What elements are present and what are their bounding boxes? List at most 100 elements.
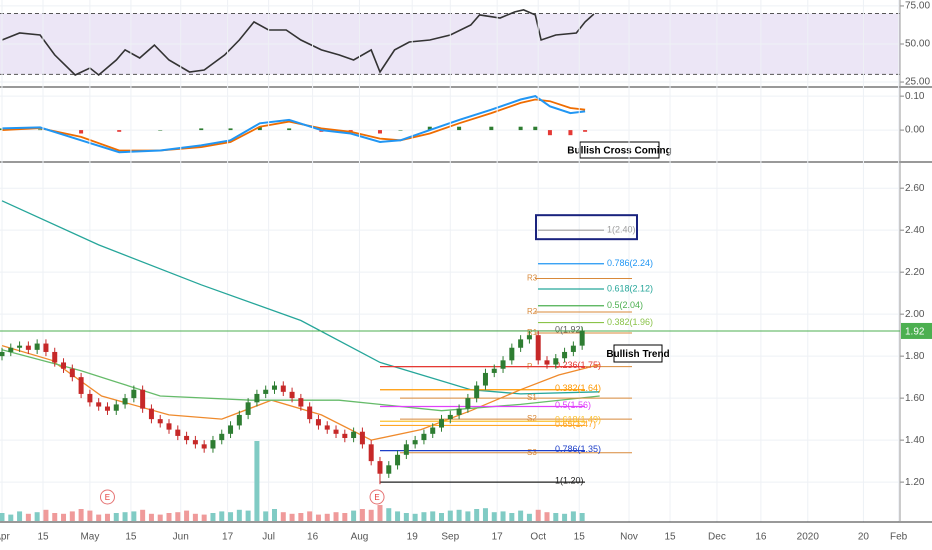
volume-bar [430,511,436,521]
pivot-label: S1 [527,393,537,402]
macd-histogram-bar [158,130,163,131]
volume-bar [359,509,365,521]
macd-histogram-bar [199,128,204,131]
candle-body [395,454,401,466]
candle-body [263,389,269,394]
y-tick-label: 1.80 [905,351,925,362]
candle-body [289,391,295,399]
candle-body [359,431,365,445]
volume-bar [236,509,242,521]
volume-bar [148,513,154,521]
volume-bar [166,513,172,521]
fib-label: 1(2.40) [607,225,636,235]
fib-label: 0.618(1.49) [555,415,601,425]
pivot-label: R2 [527,307,538,316]
x-tick-label: Apr [0,532,10,543]
volume-bar [509,513,515,521]
x-tick-label: Feb [890,532,908,543]
volume-bar [333,512,339,521]
candle-body [113,404,119,411]
x-tick-label: 17 [222,532,234,543]
candle-body [192,440,198,445]
candle-body [96,402,102,407]
candle-body [78,377,84,394]
volume-bar [52,513,58,521]
candle-body [456,408,462,415]
volume-bar [403,513,409,521]
pivot-label: S3 [527,448,537,457]
volume-bar [43,509,49,521]
candle-body [166,423,172,430]
volume-bar [579,513,585,521]
candle-body [368,444,374,462]
candle-body [298,398,304,407]
candle-body [43,343,49,352]
volume-bar [184,510,190,521]
annotation-box [579,141,660,159]
macd-histogram-bar [38,129,43,131]
macd-histogram-bar [427,126,432,131]
candle-body [307,406,313,420]
volume-bar [131,511,137,521]
candle-body [439,419,445,428]
signal-line [1,98,586,152]
candle-body [544,360,550,365]
macd-histogram-bar [457,126,462,131]
x-tick-label: Dec [708,532,726,543]
volume-bar [474,509,480,521]
candle-body [61,362,67,369]
x-tick-label: 20 [858,532,870,543]
fib-label: 0.236(1.75) [555,360,601,370]
volume-bar [78,509,84,521]
fib-label: 1(1.20) [555,475,584,485]
volume-bar [456,509,462,521]
candle-body [175,429,181,436]
volume-bar [315,514,321,521]
candle-body [377,461,383,474]
x-tick-label: Sep [441,532,459,543]
candle-body [535,335,541,361]
volume-bar [254,441,260,521]
volume-bar [228,512,234,521]
fib-label: 0.618(2.12) [607,283,653,293]
y-tick-label: 25.00 [905,77,930,88]
candle-body [17,345,23,348]
volume-bar [553,513,559,521]
x-tick-label: 2020 [797,532,820,543]
candle-body [447,414,453,420]
volume-bar [447,510,453,521]
fib-label: 0.65(1.47) [555,419,596,429]
y-tick-label: 0.10 [905,91,925,102]
pivot-label: R1 [527,328,538,337]
pivot-label: S2 [527,414,537,423]
macd-histogram-bar [398,130,403,131]
volume-bar [219,511,225,521]
candle-body [34,343,40,350]
fib-label: 0.5(2.04) [607,300,643,310]
annotation-box [613,344,663,363]
volume-bar [210,513,216,521]
macd-histogram-bar [533,126,538,131]
volume-bar [157,514,163,521]
y-tick-label: 1.20 [905,477,925,488]
pivot-label: R3 [527,274,538,283]
candle-body [52,351,58,363]
volume-bar [544,512,550,521]
candle-body [430,427,436,434]
candle-body [324,425,330,430]
volume-bar [34,512,40,521]
fib-label: 0.5(1.56) [555,400,591,410]
last-price-box [901,322,932,339]
x-tick-label: 16 [755,532,767,543]
candle-body [271,385,277,390]
candle-body [500,360,506,369]
candle-body [509,347,515,361]
candle-body [526,335,532,340]
volume-bar [377,505,383,521]
candle-body [25,345,31,350]
earnings-label: E [105,493,110,502]
candle-body [579,330,585,346]
x-tick-label: May [80,532,99,543]
macd-histogram-bar [518,126,523,131]
macd-histogram-bar [287,128,292,131]
